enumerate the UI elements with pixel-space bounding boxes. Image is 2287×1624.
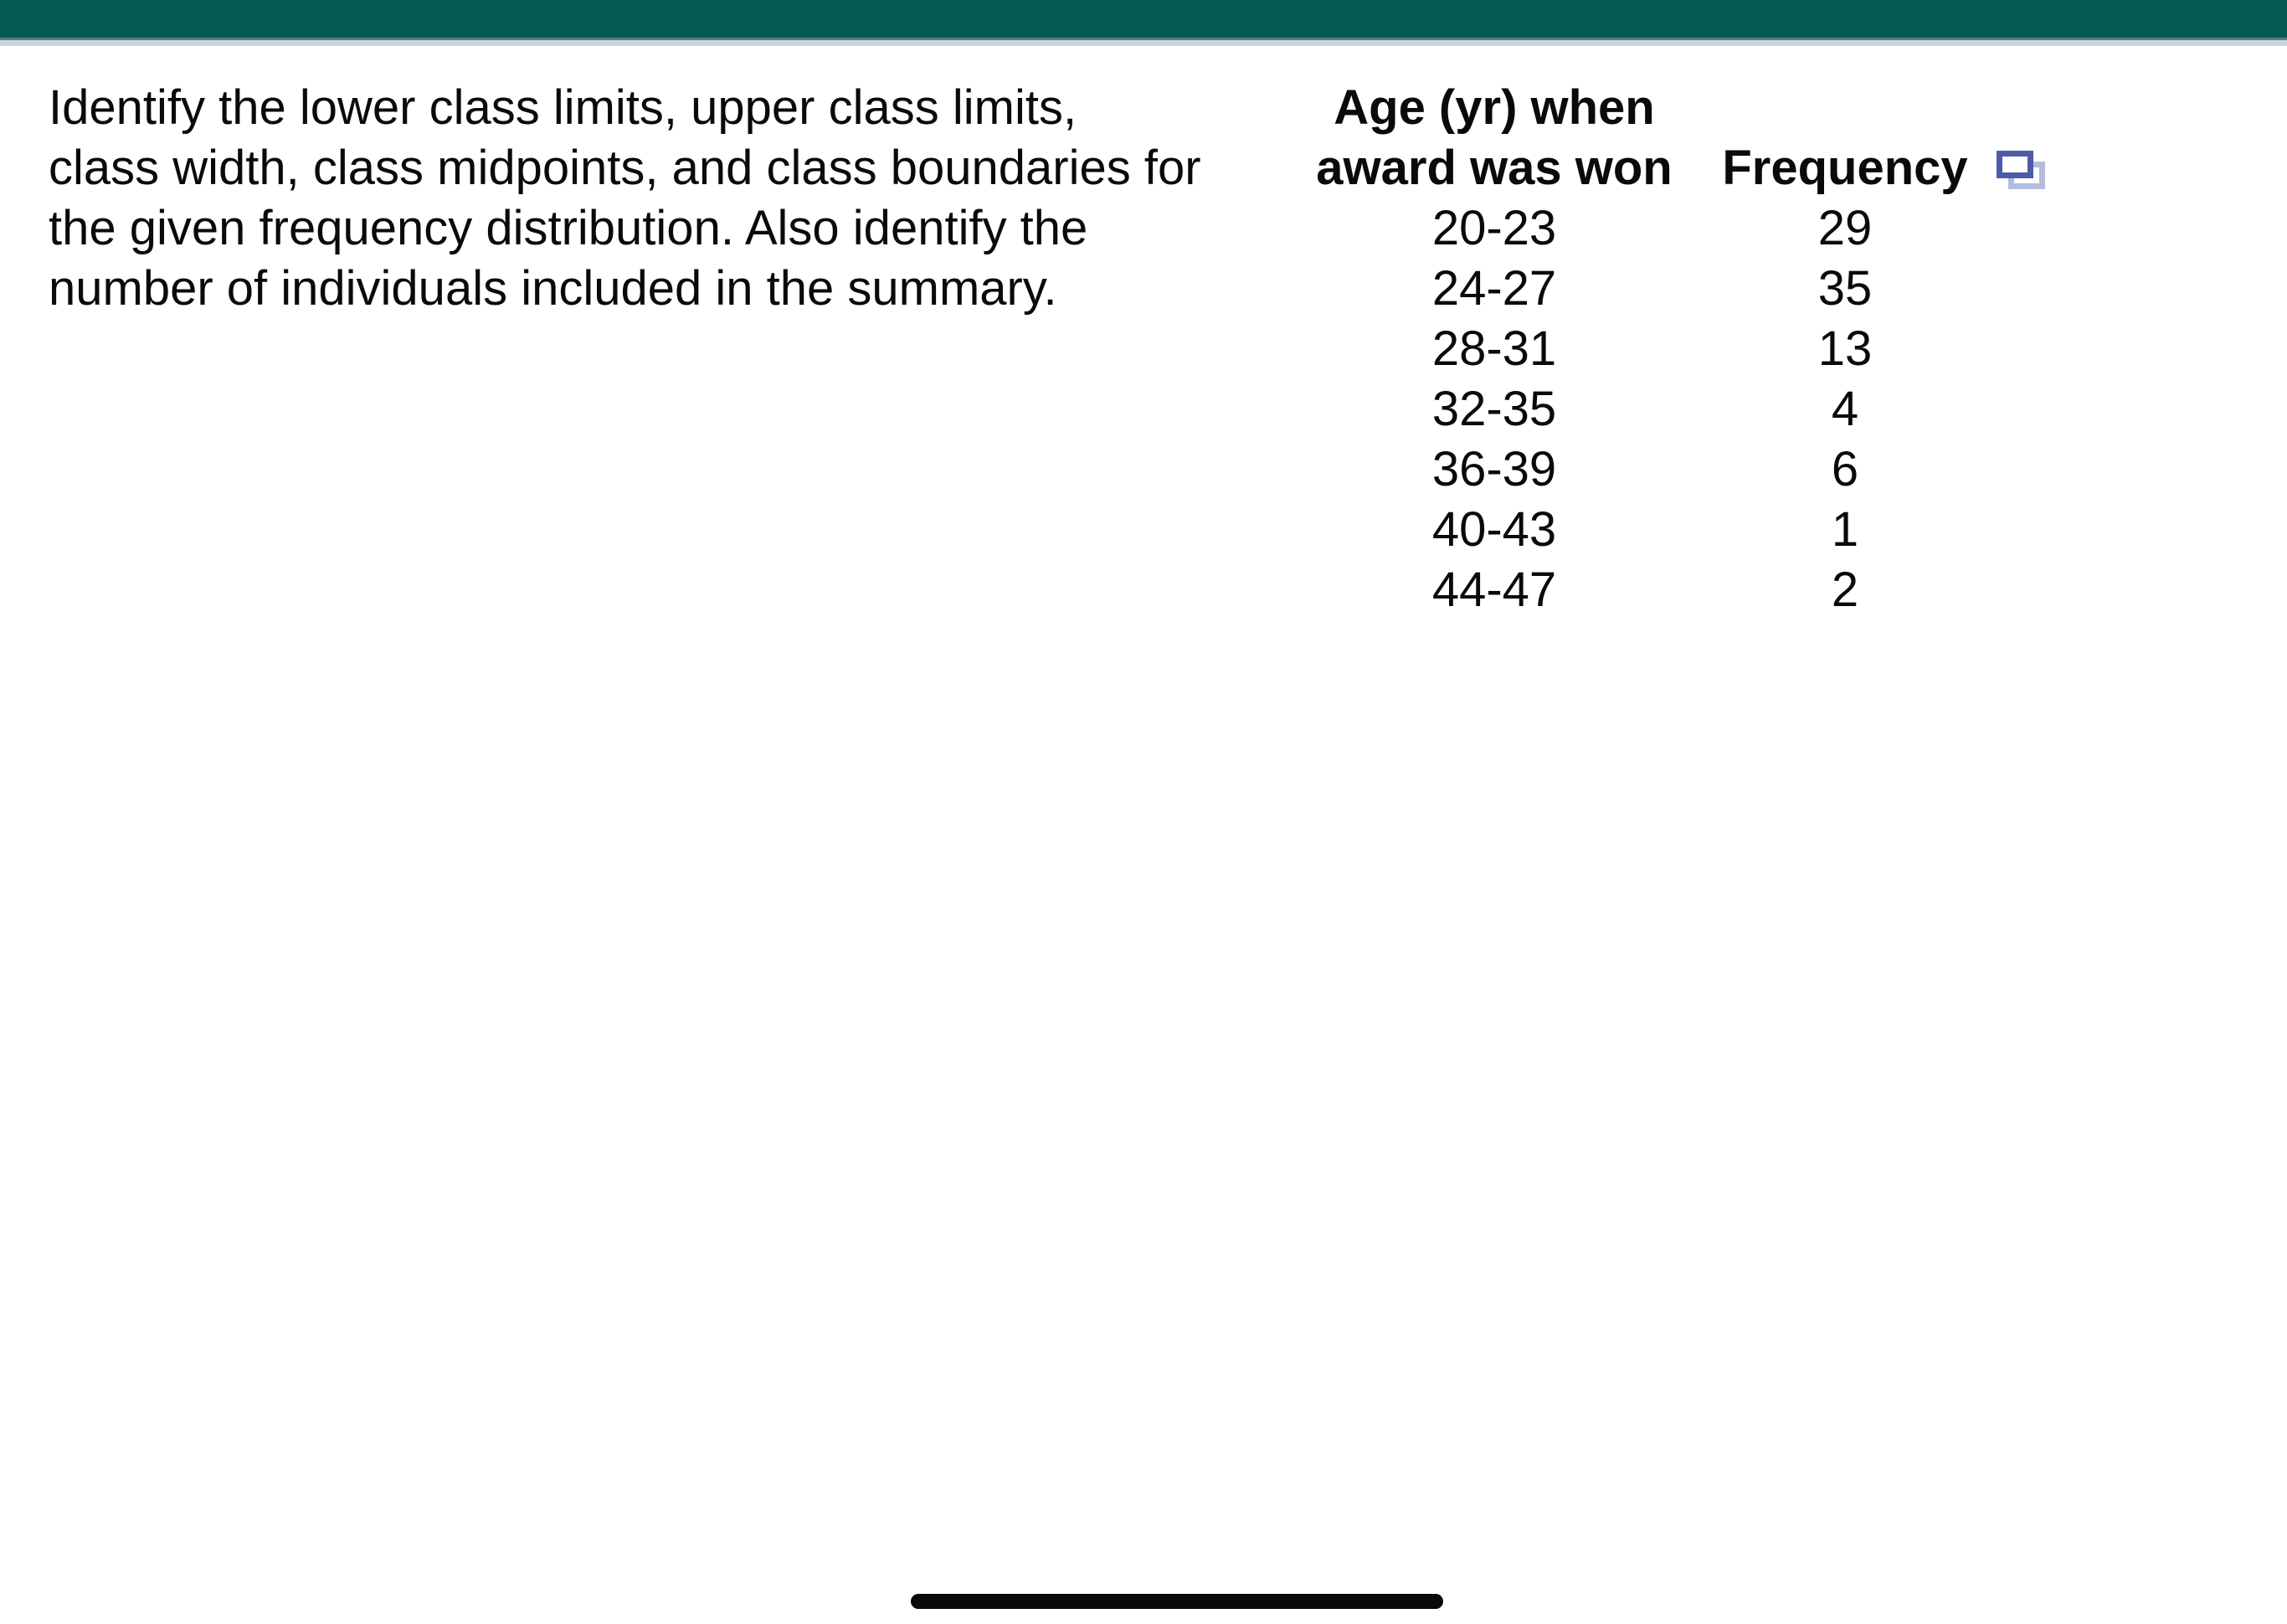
age-column-header-line2: award was won <box>1316 141 1673 195</box>
question-line-4: number of individuals included in the su… <box>49 261 1057 316</box>
frequency-distribution-table: Age (yr) when award was won Frequency 20… <box>1293 78 2045 620</box>
question-line-2: class width, class midpoints, and class … <box>49 141 1201 195</box>
question-line-3: the given frequency distribution. Also i… <box>49 201 1088 255</box>
age-range-cell: 24-27 <box>1431 261 1557 316</box>
frequency-cell: 4 <box>1831 382 1859 436</box>
table-row: 44-47 2 <box>1293 560 1987 620</box>
question-line-1: Identify the lower class limits, upper c… <box>49 80 1077 135</box>
frequency-header-spacer <box>1703 78 1987 138</box>
age-range-cell: 36-39 <box>1431 442 1557 496</box>
top-bar-edge <box>0 38 2287 40</box>
frequency-cell: 2 <box>1831 563 1859 617</box>
table-row: 40-43 1 <box>1293 500 1987 560</box>
table-row: 32-35 4 <box>1293 379 1987 439</box>
table-popout-icon[interactable] <box>1997 151 2048 191</box>
frequency-cell: 1 <box>1831 502 1859 557</box>
table-row: 24-27 35 <box>1293 259 1987 319</box>
home-indicator-bar[interactable] <box>911 1594 1443 1609</box>
table-header-row-1: Age (yr) when <box>1293 78 1987 138</box>
frequency-cell: 35 <box>1817 261 1873 316</box>
question-text: Identify the lower class limits, upper c… <box>49 78 1201 319</box>
age-column-header-line1: Age (yr) when <box>1334 80 1655 135</box>
frequency-cell: 13 <box>1817 321 1873 376</box>
age-range-cell: 28-31 <box>1431 321 1557 376</box>
age-range-cell: 40-43 <box>1431 502 1557 557</box>
top-bar <box>0 0 2287 38</box>
table-body: 20-23 29 24-27 35 28-31 13 32-35 4 36-39… <box>1293 198 1987 620</box>
age-range-cell: 32-35 <box>1431 382 1557 436</box>
frequency-cell: 29 <box>1817 201 1873 255</box>
frequency-cell: 6 <box>1831 442 1859 496</box>
table-row: 36-39 6 <box>1293 439 1987 500</box>
age-range-cell: 20-23 <box>1431 201 1557 255</box>
table-header-row-2: award was won Frequency <box>1293 138 1987 198</box>
table-row: 20-23 29 <box>1293 198 1987 259</box>
table-row: 28-31 13 <box>1293 319 1987 379</box>
age-range-cell: 44-47 <box>1431 563 1557 617</box>
popout-front-window <box>1997 151 2033 178</box>
frequency-column-header: Frequency <box>1722 141 1968 195</box>
top-bar-separator <box>0 40 2287 46</box>
